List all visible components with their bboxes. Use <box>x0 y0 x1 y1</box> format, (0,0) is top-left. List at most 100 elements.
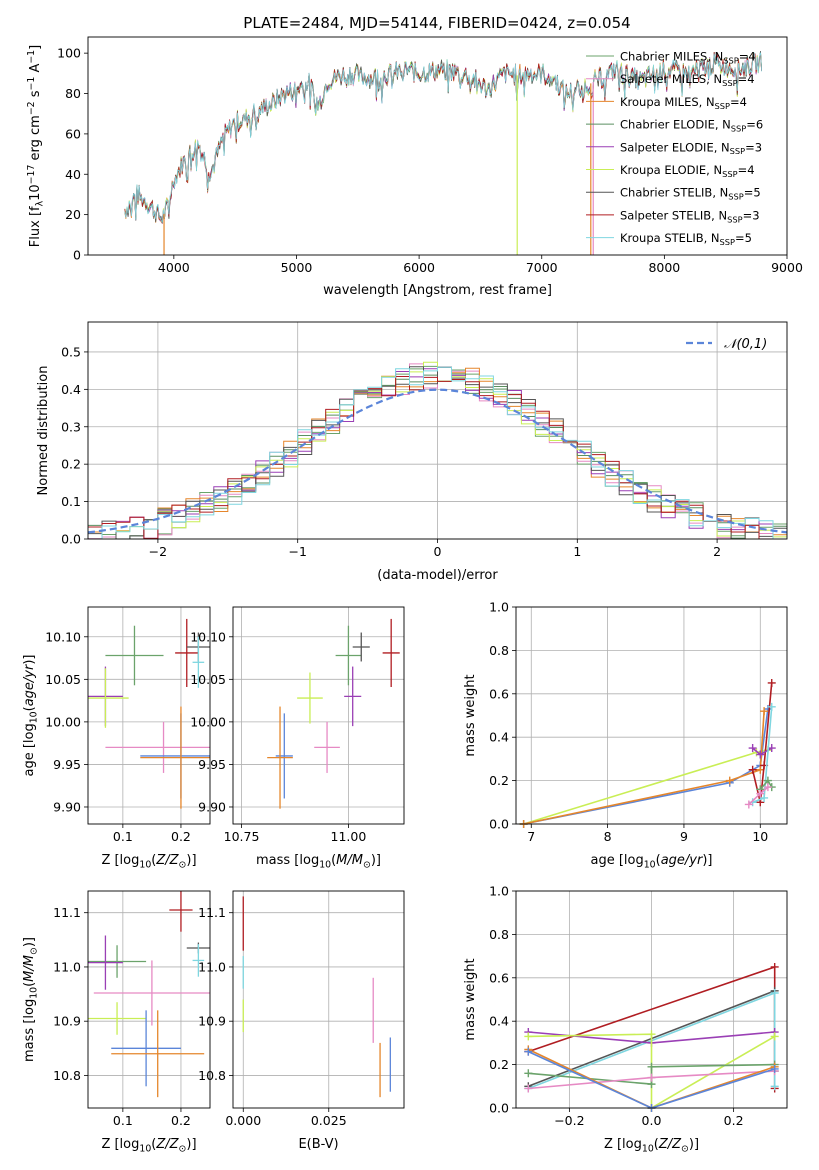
x-tick-label: 11.00 <box>331 829 367 844</box>
weight-marker <box>760 707 769 716</box>
histogram-step <box>88 366 787 539</box>
weight-marker <box>725 776 734 785</box>
gaussian-curve <box>88 388 787 534</box>
y-tick-label: 1.0 <box>489 600 509 615</box>
weight-marker <box>748 744 757 753</box>
y-tick-label: 10.9 <box>53 1014 81 1029</box>
y-tick-label: 11.1 <box>53 905 81 920</box>
x-axis-label: mass [log10(M/M⊙)] <box>256 853 381 870</box>
y-tick-label: 60 <box>65 126 81 141</box>
weight-marker <box>647 1030 656 1039</box>
y-tick-label: 0.8 <box>489 927 509 942</box>
y-tick-label: 0.0 <box>489 1101 509 1116</box>
x-axis-label: Z [log10(Z/Z⊙)] <box>101 1137 196 1154</box>
y-tick-label: 0.0 <box>489 817 509 832</box>
axes-frame <box>232 890 405 1109</box>
y-tick-label: 9.90 <box>198 799 226 814</box>
x-tick-label: 9000 <box>771 260 803 275</box>
y-tick-label: 0 <box>73 248 81 263</box>
legend-entry: Kroupa STELIB, NSSP=5 <box>620 231 752 247</box>
y-tick-label: 100 <box>57 46 81 61</box>
y-tick-label: 0.6 <box>489 686 509 701</box>
y-axis-label: Flux [fλ10−17 erg cm−2 s−1 A−1] <box>26 45 45 247</box>
y-tick-label: 11.0 <box>53 959 81 974</box>
x-tick-label: 5000 <box>281 260 313 275</box>
y-tick-label: 10.8 <box>198 1068 226 1083</box>
weight-marker <box>763 783 772 792</box>
weight-marker <box>760 793 769 802</box>
weight-marker <box>744 800 753 809</box>
y-tick-label: 0.0 <box>61 532 81 547</box>
axes-frame <box>87 890 211 1109</box>
weight-marker <box>756 750 765 759</box>
y-tick-label: 80 <box>65 86 81 101</box>
x-tick-label: 7 <box>527 829 535 844</box>
x-tick-label: 7000 <box>526 260 558 275</box>
x-tick-label: 0.000 <box>225 1113 261 1128</box>
weight-marker <box>524 1032 533 1041</box>
legend-entry: Kroupa ELODIE, NSSP=4 <box>620 163 755 179</box>
y-tick-label: 10.00 <box>45 714 81 729</box>
weight-line <box>523 711 765 825</box>
y-axis-label: age [log10(age/yr)] <box>22 654 39 776</box>
x-tick-label: −0.2 <box>554 1113 584 1128</box>
histogram-step <box>88 376 787 539</box>
weight-marker <box>524 1047 533 1056</box>
weight-marker <box>767 744 776 753</box>
legend-entry: Chabrier MILES, NSSP=4 <box>620 50 756 66</box>
plot-layer: 4000 5000 6000 7000 8000 9000020406080100wave… <box>22 36 803 1154</box>
weight-marker <box>770 1082 779 1091</box>
x-axis-label: E(B-V) <box>298 1137 338 1152</box>
y-tick-label: 0.2 <box>61 457 81 472</box>
x-tick-label: −2 <box>149 544 167 559</box>
weight-line <box>523 708 769 825</box>
x-axis-label: (data-model)/error <box>377 568 498 583</box>
axes-frame <box>87 606 211 825</box>
y-tick-label: 0.3 <box>61 419 81 434</box>
y-tick-label: 1.0 <box>489 884 509 899</box>
weight-marker <box>770 1032 779 1041</box>
weight-marker <box>748 765 757 774</box>
weight-marker <box>524 1084 533 1093</box>
y-tick-label: 9.95 <box>53 757 81 772</box>
y-tick-label: 0.8 <box>489 643 509 658</box>
y-tick-label: 0.4 <box>489 1014 509 1029</box>
legend-entry: 𝒩(0,1) <box>724 337 767 352</box>
x-tick-label: 6000 <box>403 260 435 275</box>
y-axis-label: mass weight <box>463 674 478 756</box>
axes-frame <box>87 321 788 540</box>
weight-marker <box>767 678 776 687</box>
weight-marker <box>524 1069 533 1078</box>
x-tick-label: 0.1 <box>113 829 133 844</box>
y-tick-label: 0.6 <box>489 970 509 985</box>
x-tick-label: 2 <box>713 544 721 559</box>
y-tick-label: 0.4 <box>61 382 81 397</box>
y-tick-label: 10.10 <box>45 629 81 644</box>
y-tick-label: 10.10 <box>190 629 226 644</box>
weight-marker <box>756 789 765 798</box>
y-axis-label: mass weight <box>463 958 478 1040</box>
y-tick-label: 10.9 <box>198 1014 226 1029</box>
x-tick-label: 0.0 <box>642 1113 662 1128</box>
y-tick-label: 11.0 <box>198 959 226 974</box>
legend-entry: Chabrier STELIB, NSSP=5 <box>620 186 761 202</box>
x-axis-label: Z [log10(Z/Z⊙)] <box>604 1137 699 1154</box>
y-tick-label: 20 <box>65 207 81 222</box>
x-axis-label: Z [log10(Z/Z⊙)] <box>101 853 196 870</box>
x-tick-label: 8 <box>604 829 612 844</box>
weight-marker <box>770 1064 779 1073</box>
x-tick-label: 10.75 <box>224 829 260 844</box>
y-tick-label: 10.8 <box>53 1068 81 1083</box>
figure-title: PLATE=2484, MJD=54144, FIBERID=0424, z=0… <box>243 14 630 32</box>
y-tick-label: 9.90 <box>53 799 81 814</box>
x-tick-label: 0.025 <box>311 1113 347 1128</box>
axes-frame <box>515 606 788 825</box>
x-tick-label: 4000 <box>158 260 190 275</box>
x-tick-label: 0.1 <box>113 1113 133 1128</box>
axes-frame <box>515 890 788 1109</box>
x-axis-label: wavelength [Angstrom, rest frame] <box>323 283 552 298</box>
x-axis-label: age [log10(age/yr)] <box>590 853 712 870</box>
legend-entry: Salpeter MILES, NSSP=4 <box>620 72 755 88</box>
axes-frame <box>87 36 788 256</box>
